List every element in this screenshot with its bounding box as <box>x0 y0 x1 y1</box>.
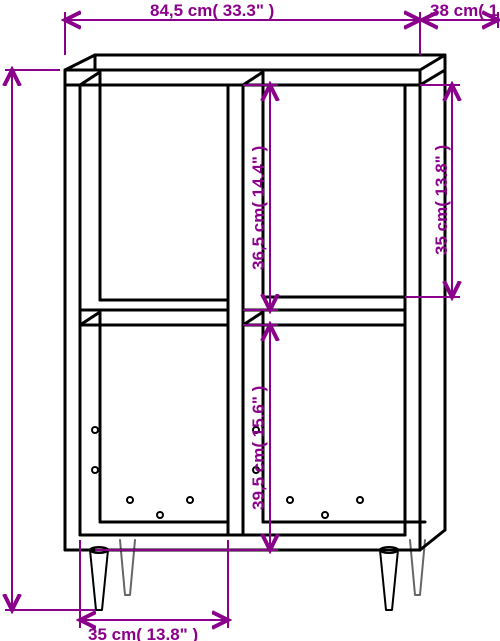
dim-top-width: 84,5 cm( 33.3" ) <box>65 1 420 55</box>
dim-upper-left: 36,5 cm( 14.4" ) <box>243 85 278 310</box>
svg-text:35 cm( 13.8" ): 35 cm( 13.8" ) <box>432 145 451 255</box>
dim-upper-left-in: ( 14.4" ) <box>249 146 268 208</box>
dim-lower-left-cm: 39,5 cm <box>249 448 268 510</box>
svg-text:39,5 cm( 15.6" ): 39,5 cm( 15.6" ) <box>249 386 268 510</box>
svg-text:36,5 cm( 14.4" ): 36,5 cm( 14.4" ) <box>249 146 268 270</box>
dim-lower-left-in: ( 15.6" ) <box>249 386 268 448</box>
svg-text:84,5 cm( 33.3" ): 84,5 cm( 33.3" ) <box>150 1 274 20</box>
dim-top-width-in: ( 33.3" ) <box>212 1 274 20</box>
svg-text:38 cm( 1: 38 cm( 1 <box>430 1 498 20</box>
dim-bottom-width-in: ( 13.8" ) <box>136 625 198 641</box>
shelf-unit <box>65 55 445 610</box>
dim-upper-right: 35 cm( 13.8" ) <box>405 85 460 297</box>
dim-depth-cm: 38 cm <box>430 1 478 20</box>
dim-upper-right-cm: 35 cm <box>432 207 451 255</box>
dim-upper-left-cm: 36,5 cm <box>249 208 268 270</box>
dim-bottom-width: 35 cm( 13.8" ) <box>80 540 228 641</box>
dim-depth-in: ( 1 <box>478 1 498 20</box>
dimension-drawing: 84,5 cm( 33.3" ) 38 cm( 1 36,5 cm( 14.4"… <box>0 0 500 641</box>
dim-lower-left: 39,5 cm( 15.6" ) <box>95 325 278 550</box>
dim-depth: 38 cm( 1 <box>422 1 498 28</box>
dim-upper-right-in: ( 13.8" ) <box>432 145 451 207</box>
svg-text:35 cm( 13.8" ): 35 cm( 13.8" ) <box>88 625 198 641</box>
dim-bottom-width-cm: 35 cm <box>88 625 136 641</box>
dim-top-width-cm: 84,5 cm <box>150 1 212 20</box>
